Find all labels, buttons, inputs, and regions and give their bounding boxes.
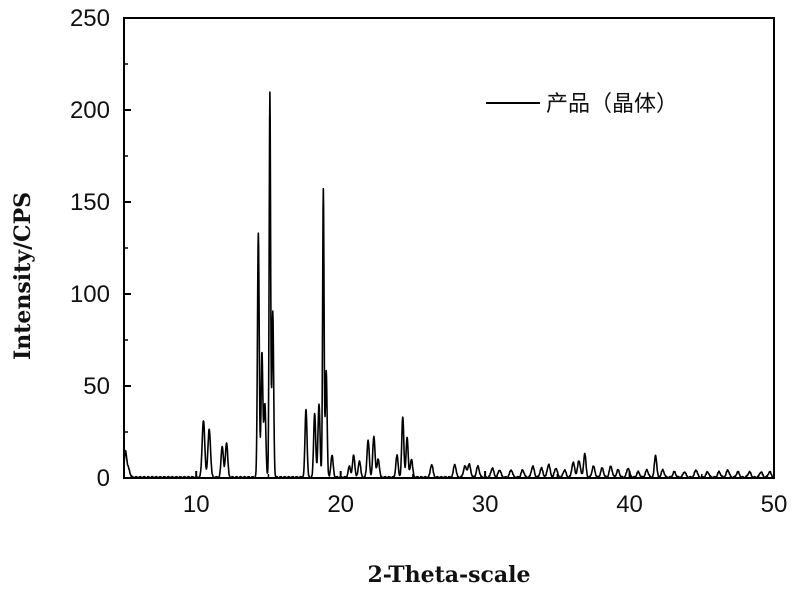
x-tick-label: 20: [327, 491, 354, 518]
x-tick-label: 40: [616, 491, 643, 518]
y-tick-label: 0: [97, 465, 110, 492]
y-tick-label: 50: [83, 373, 110, 400]
x-axis-title: 2-Theta-scale: [367, 562, 530, 588]
y-tick-label: 200: [70, 97, 110, 124]
y-tick-label: 250: [70, 5, 110, 32]
y-axis-title: Intensity/CPS: [10, 192, 36, 360]
x-tick-label: 50: [761, 491, 788, 518]
series-line-0: [123, 91, 775, 479]
x-tick-label: 30: [472, 491, 499, 518]
axes-layer: 10 20 30 40 50 0 50 100 150 200 250 2-Theta-scale In…: [10, 5, 787, 588]
plot-frame: [123, 17, 775, 479]
plot-layer: [123, 91, 775, 479]
legend: 产品（晶体）: [486, 92, 678, 117]
x-tick-label: 10: [183, 491, 210, 518]
y-tick-label: 100: [70, 281, 110, 308]
y-tick-label: 150: [70, 189, 110, 216]
legend-label: 产品（晶体）: [546, 92, 678, 117]
